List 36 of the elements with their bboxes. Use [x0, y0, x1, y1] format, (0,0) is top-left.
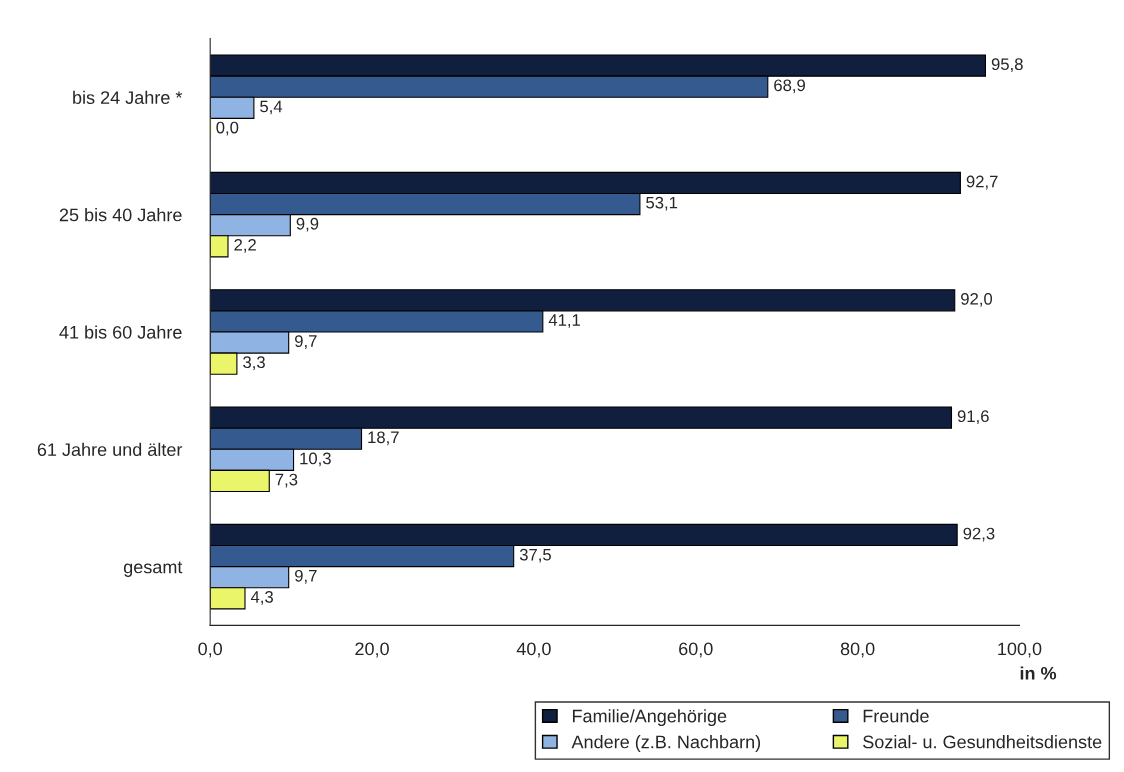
data-label: 92,7: [966, 175, 998, 190]
y-tick-label: 25 bis 40 Jahre: [59, 208, 182, 222]
x-tick-label: 100,0: [998, 642, 1042, 658]
y-tick-label: bis 24 Jahre *: [73, 90, 183, 104]
data-label: 4,3: [250, 591, 273, 605]
data-label: 92,3: [963, 527, 995, 542]
data-label: 68,9: [774, 79, 805, 94]
data-label: 5,4: [260, 100, 283, 115]
legend-label: Freunde: [863, 709, 929, 723]
data-label: 18,7: [368, 431, 399, 446]
x-tick-label: 80,0: [840, 642, 875, 658]
x-tick-label: 60,0: [679, 642, 713, 658]
data-label: 9,7: [295, 335, 317, 349]
data-label: 53,1: [646, 196, 678, 211]
data-label: 9,9: [296, 217, 319, 232]
data-label: 3,3: [243, 356, 265, 371]
data-label: 10,3: [300, 452, 331, 467]
data-label: 7,3: [275, 473, 298, 488]
x-tick-label: 40,0: [516, 642, 551, 658]
data-label: 2,2: [234, 238, 256, 253]
x-tick-label: 20,0: [355, 642, 389, 658]
y-tick-label: 41 bis 60 Jahre: [59, 325, 182, 339]
legend-label: Sozial- u. Gesundheitsdienste: [863, 735, 1102, 749]
data-label: 95,8: [991, 58, 1023, 73]
data-label: 9,7: [295, 569, 317, 584]
y-tick-label: 61 Jahre und älter: [37, 442, 183, 457]
data-label: 92,0: [961, 292, 993, 307]
data-label: 0,0: [216, 121, 239, 136]
y-tick-label: gesamt: [123, 561, 183, 577]
data-label: 91,6: [957, 410, 989, 425]
x-tick-label: 0,0: [198, 642, 223, 658]
legend-label: Familie/Angehörige: [572, 709, 727, 727]
legend-label: Andere (z.B. Nachbarn): [571, 735, 761, 752]
data-label: 37,5: [519, 548, 551, 563]
x-axis-title: in %: [1020, 666, 1057, 680]
data-label: 41,1: [548, 314, 580, 328]
